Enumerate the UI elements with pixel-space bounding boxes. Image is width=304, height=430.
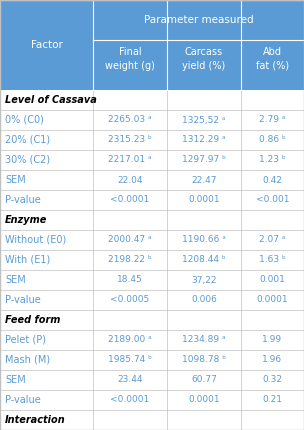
Text: 1208.44 ᵇ: 1208.44 ᵇ xyxy=(182,255,226,264)
Text: 1.23 ᵇ: 1.23 ᵇ xyxy=(259,156,286,165)
Bar xyxy=(0,110,304,130)
Text: 0.0001: 0.0001 xyxy=(257,295,288,304)
Text: Enzyme: Enzyme xyxy=(5,215,47,225)
Text: <0.001: <0.001 xyxy=(256,196,289,205)
Text: 23.44: 23.44 xyxy=(117,375,143,384)
Text: 18.45: 18.45 xyxy=(117,276,143,285)
Text: 0.0001: 0.0001 xyxy=(188,396,220,405)
Text: P-value: P-value xyxy=(5,295,41,305)
Bar xyxy=(0,270,304,290)
Text: <0.0005: <0.0005 xyxy=(110,295,150,304)
Text: 0.006: 0.006 xyxy=(191,295,217,304)
Text: 1985.74 ᵇ: 1985.74 ᵇ xyxy=(108,356,152,365)
Bar xyxy=(0,350,304,370)
Text: 2.79 ᵃ: 2.79 ᵃ xyxy=(259,116,286,125)
Text: Mash (M): Mash (M) xyxy=(5,355,50,365)
Bar xyxy=(0,130,304,150)
Text: 0.0001: 0.0001 xyxy=(188,196,220,205)
Text: yield (%): yield (%) xyxy=(182,61,226,71)
Text: Pelet (P): Pelet (P) xyxy=(5,335,46,345)
Bar xyxy=(0,210,304,230)
Text: Abd: Abd xyxy=(263,47,282,57)
Bar xyxy=(0,230,304,250)
Text: 60.77: 60.77 xyxy=(191,375,217,384)
Text: Interaction: Interaction xyxy=(5,415,66,425)
Bar xyxy=(0,90,304,110)
Bar xyxy=(0,290,304,310)
Text: weight (g): weight (g) xyxy=(105,61,155,71)
Bar xyxy=(0,370,304,390)
Text: SEM: SEM xyxy=(5,375,26,385)
Text: 1.63 ᵇ: 1.63 ᵇ xyxy=(259,255,286,264)
Text: P-value: P-value xyxy=(5,395,41,405)
Text: 0.21: 0.21 xyxy=(262,396,282,405)
Bar xyxy=(0,170,304,190)
Text: <0.0001: <0.0001 xyxy=(110,396,150,405)
Text: fat (%): fat (%) xyxy=(256,61,289,71)
Text: 0.86 ᵇ: 0.86 ᵇ xyxy=(259,135,286,144)
Text: 37,22: 37,22 xyxy=(191,276,217,285)
Text: 1098.78 ᵇ: 1098.78 ᵇ xyxy=(182,356,226,365)
Text: 0.001: 0.001 xyxy=(260,276,285,285)
Text: Level of Cassava: Level of Cassava xyxy=(5,95,97,105)
Text: 2198.22 ᵇ: 2198.22 ᵇ xyxy=(108,255,152,264)
Text: Feed form: Feed form xyxy=(5,315,60,325)
Text: SEM: SEM xyxy=(5,175,26,185)
Text: 2189.00 ᵃ: 2189.00 ᵃ xyxy=(108,335,152,344)
Text: 2.07 ᵃ: 2.07 ᵃ xyxy=(259,236,286,245)
Text: 1325,52 ᵃ: 1325,52 ᵃ xyxy=(182,116,226,125)
Text: 22.04: 22.04 xyxy=(117,175,143,184)
Text: 1297.97 ᵇ: 1297.97 ᵇ xyxy=(182,156,226,165)
Text: 30% (C2): 30% (C2) xyxy=(5,155,50,165)
Text: 2000.47 ᵃ: 2000.47 ᵃ xyxy=(108,236,152,245)
Text: 2217.01 ᵃ: 2217.01 ᵃ xyxy=(108,156,152,165)
Text: 1.99: 1.99 xyxy=(262,335,282,344)
Text: <0.0001: <0.0001 xyxy=(110,196,150,205)
Bar xyxy=(0,390,304,410)
Text: 0% (C0): 0% (C0) xyxy=(5,115,44,125)
Text: Final: Final xyxy=(119,47,141,57)
Text: P-value: P-value xyxy=(5,195,41,205)
Bar xyxy=(0,310,304,330)
Text: 1.96: 1.96 xyxy=(262,356,282,365)
Text: With (E1): With (E1) xyxy=(5,255,50,265)
Bar xyxy=(0,0,304,90)
Text: 1312.29 ᵃ: 1312.29 ᵃ xyxy=(182,135,226,144)
Text: 22.47: 22.47 xyxy=(191,175,217,184)
Text: Carcass: Carcass xyxy=(185,47,223,57)
Text: 0.32: 0.32 xyxy=(262,375,282,384)
Text: 2265.03 ᵃ: 2265.03 ᵃ xyxy=(108,116,152,125)
Text: Factor: Factor xyxy=(31,40,62,50)
Text: SEM: SEM xyxy=(5,275,26,285)
Text: 2315.23 ᵇ: 2315.23 ᵇ xyxy=(108,135,152,144)
Bar xyxy=(0,330,304,350)
Text: 20% (C1): 20% (C1) xyxy=(5,135,50,145)
Bar xyxy=(0,150,304,170)
Text: Parameter measured: Parameter measured xyxy=(144,15,253,25)
Bar xyxy=(0,410,304,430)
Bar xyxy=(0,190,304,210)
Text: 1190.66 ᵃ: 1190.66 ᵃ xyxy=(182,236,226,245)
Text: Without (E0): Without (E0) xyxy=(5,235,66,245)
Text: 0.42: 0.42 xyxy=(263,175,282,184)
Text: 1234.89 ᵃ: 1234.89 ᵃ xyxy=(182,335,226,344)
Bar xyxy=(0,250,304,270)
